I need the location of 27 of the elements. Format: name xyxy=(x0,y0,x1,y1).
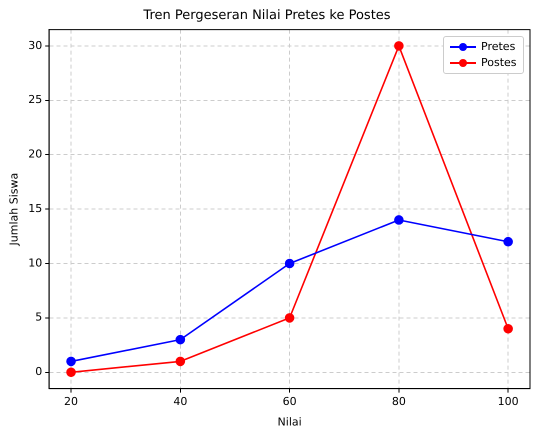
x-tick-label: 60 xyxy=(282,395,297,408)
point xyxy=(66,356,76,366)
y-tick-label: 30 xyxy=(28,38,42,52)
x-tick-label: 80 xyxy=(392,395,406,408)
point xyxy=(394,41,404,51)
y-tick-label: 20 xyxy=(28,148,42,161)
y-tick-label: 25 xyxy=(28,93,42,106)
chart-title: Tren Pergeseran Nilai Pretes ke Postes xyxy=(142,8,391,24)
x-tick-label: 40 xyxy=(173,395,188,408)
legend-label: Pretes xyxy=(481,40,516,54)
point xyxy=(284,313,294,323)
point xyxy=(503,236,513,247)
point xyxy=(284,258,294,268)
x-tick-label: 100 xyxy=(498,395,519,408)
point xyxy=(66,367,76,378)
y-tick-label: 0 xyxy=(35,365,42,378)
y-tick-label: 5 xyxy=(35,310,42,324)
x-tick-label: 20 xyxy=(64,395,78,408)
y-tick-label: 15 xyxy=(28,202,42,215)
legend-label: Postes xyxy=(481,56,517,70)
x-axis-title: Nilai xyxy=(278,415,302,428)
y-axis-title: Jumlah Siswa xyxy=(7,172,20,246)
point xyxy=(176,356,186,366)
y-tick-label: 10 xyxy=(28,256,42,270)
point xyxy=(176,334,186,344)
point xyxy=(394,215,404,225)
point xyxy=(503,324,513,334)
